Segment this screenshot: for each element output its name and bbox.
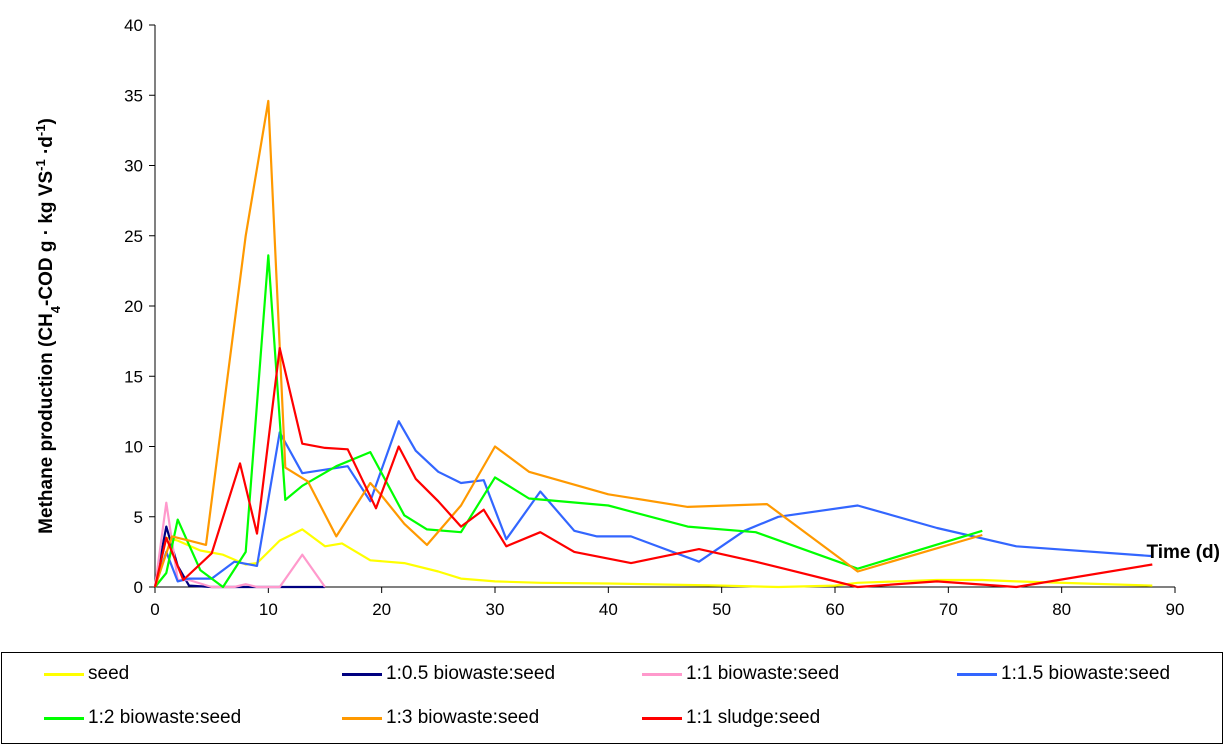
legend-item: 1:1 sludge:seed	[642, 705, 820, 731]
legend-swatch	[342, 672, 382, 676]
series-line-5	[154, 254, 983, 589]
legend-item: 1:0.5 biowaste:seed	[342, 661, 555, 687]
legend-label: 1:3 biowaste:seed	[386, 707, 540, 728]
legend-swatch	[342, 716, 382, 720]
series-line-6	[153, 99, 983, 588]
x-tick-label: 70	[939, 600, 958, 619]
series-line-4	[153, 420, 1153, 588]
legend-swatch	[44, 672, 84, 676]
x-tick-label: 80	[1052, 600, 1071, 619]
x-tick-label: 50	[712, 600, 731, 619]
legend-label: 1:0.5 biowaste:seed	[386, 663, 556, 684]
x-tick-label: 60	[826, 600, 845, 619]
y-tick-label: 10	[124, 438, 143, 457]
legend-label: 1:1 biowaste:seed	[686, 663, 840, 684]
legend-item: 1:2 biowaste:seed	[44, 705, 241, 731]
y-tick-label: 40	[124, 16, 143, 35]
y-tick-label: 25	[124, 227, 143, 246]
x-tick-label: 0	[150, 600, 159, 619]
legend: seed 1:0.5 biowaste:seed 1:1 biowaste:seed…	[1, 652, 1223, 744]
series-line-1	[153, 528, 1153, 589]
x-tick-label: 10	[259, 600, 278, 619]
series-line-7	[153, 347, 1153, 589]
y-axis-label: Methane production (CH4-COD g · kg VS-1 …	[33, 118, 63, 534]
legend-swatch	[642, 672, 682, 676]
legend-item: 1:1.5 biowaste:seed	[957, 661, 1170, 687]
y-tick-label: 0	[134, 578, 143, 597]
tick-labels: 0 5 10 15 20 25 30 35 40 0 10 20 30 40 50 60 70 80 90	[124, 16, 1184, 619]
y-tick-label: 30	[124, 157, 143, 176]
legend-swatch	[642, 716, 682, 720]
legend-swatch	[44, 716, 84, 720]
legend-item: seed	[44, 661, 129, 687]
x-tick-label: 20	[372, 600, 391, 619]
x-axis-label: Time (d)	[1146, 542, 1220, 563]
y-tick-label: 15	[124, 367, 143, 386]
legend-label: 1:1 sludge:seed	[686, 707, 821, 728]
y-tick-label: 20	[124, 297, 143, 316]
legend-swatch	[957, 672, 997, 676]
x-tick-label: 40	[599, 600, 618, 619]
y-tick-label: 5	[134, 508, 143, 527]
legend-label: 1:1.5 biowaste:seed	[1001, 663, 1171, 684]
axes	[149, 24, 1176, 593]
legend-label: 1:2 biowaste:seed	[88, 707, 242, 728]
legend-label: seed	[88, 663, 130, 684]
y-tick-label: 35	[124, 86, 143, 105]
legend-item: 1:3 biowaste:seed	[342, 705, 539, 731]
series-layer	[153, 99, 1153, 589]
series-line-3	[153, 501, 326, 589]
legend-item: 1:1 biowaste:seed	[642, 661, 839, 687]
x-tick-label: 90	[1166, 600, 1185, 619]
chart: 0 5 10 15 20 25 30 35 40 0 10 20 30 40 50 60 70 80 90 Meth…	[33, 16, 1221, 619]
x-tick-label: 30	[486, 600, 505, 619]
